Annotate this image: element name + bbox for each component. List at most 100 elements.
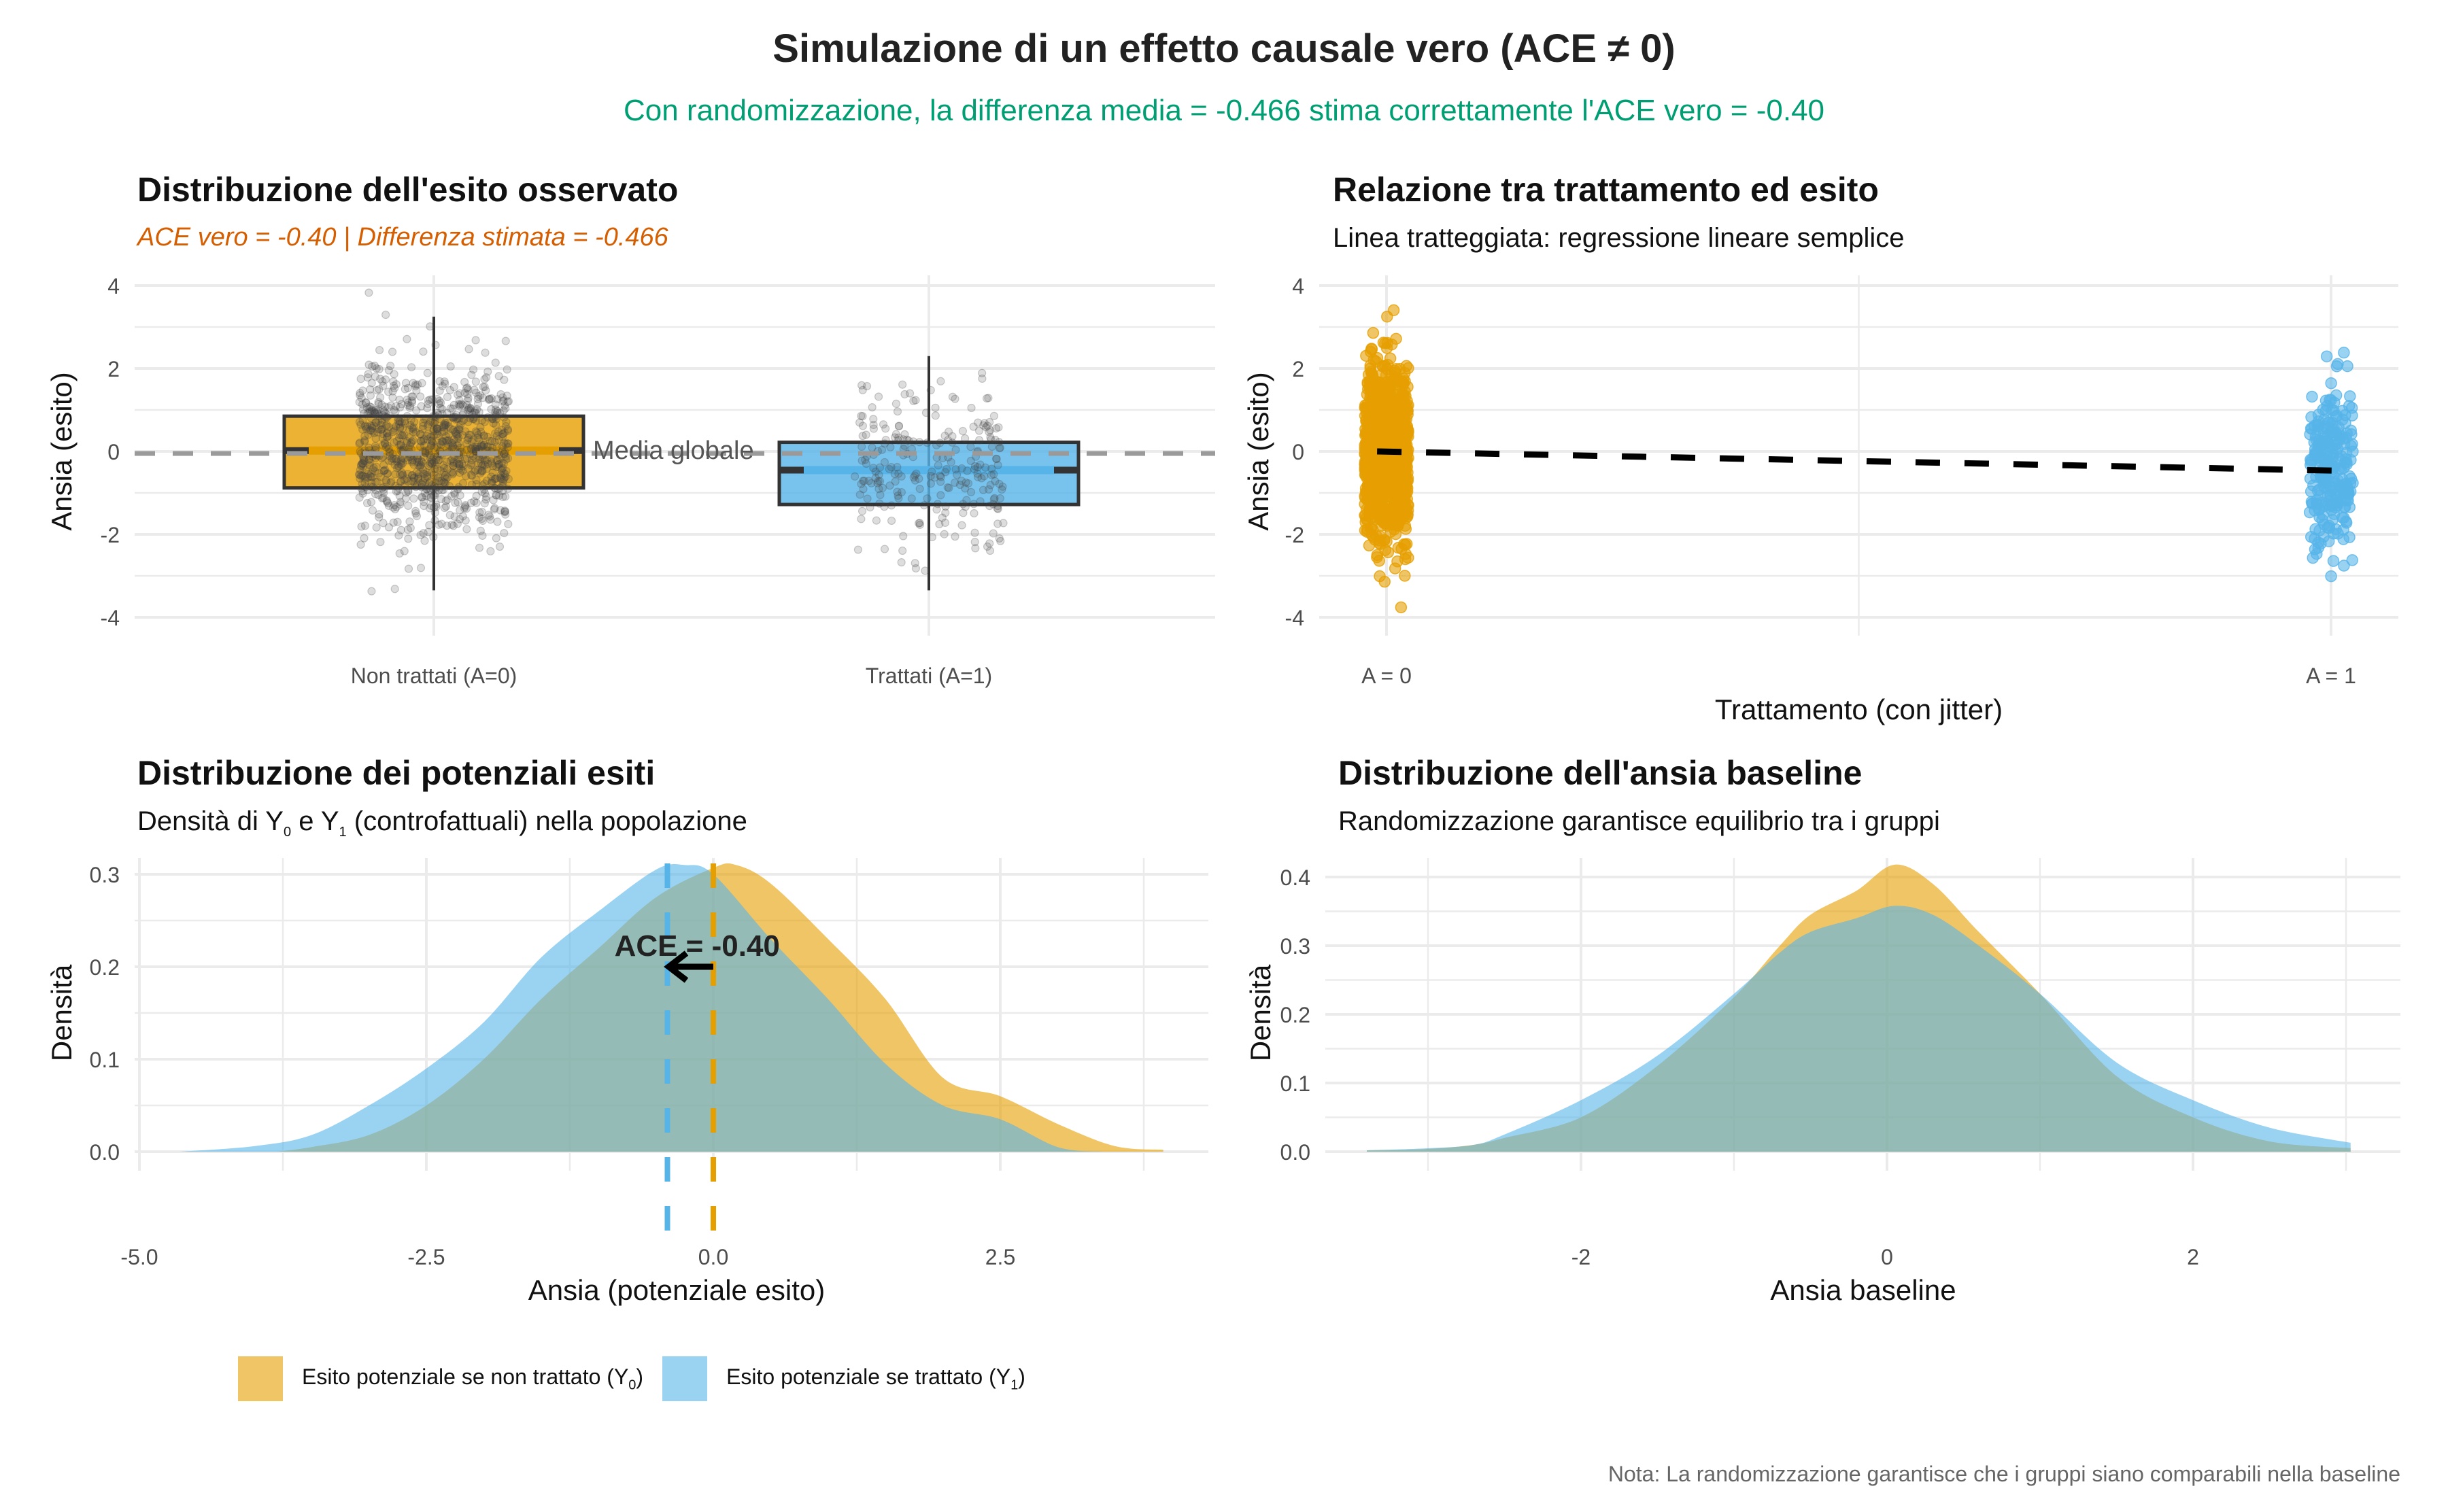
- data-point: [374, 490, 383, 500]
- data-point: [392, 502, 401, 511]
- data-point: [488, 477, 496, 485]
- data-point: [993, 519, 1002, 528]
- data-point: [473, 428, 481, 437]
- data-point: [990, 494, 999, 502]
- data-point: [880, 458, 889, 467]
- data-point: [432, 443, 441, 451]
- data-point: [463, 396, 473, 405]
- data-point: [375, 364, 384, 374]
- data-point: [361, 398, 370, 407]
- data-point: [1378, 419, 1391, 432]
- data-point: [395, 441, 404, 449]
- data-point: [449, 443, 458, 451]
- data-point: [396, 477, 405, 485]
- data-point: [986, 481, 995, 489]
- data-point: [360, 409, 369, 418]
- data-point: [969, 422, 978, 431]
- data-point: [377, 426, 386, 434]
- data-point: [477, 507, 486, 516]
- data-point: [432, 500, 441, 509]
- data-point: [446, 404, 455, 413]
- data-point: [396, 455, 405, 464]
- y-tick-label: 4: [1292, 274, 1304, 298]
- data-point: [868, 403, 877, 412]
- data-point: [2336, 511, 2349, 524]
- data-point: [439, 420, 449, 429]
- data-point: [875, 477, 885, 485]
- data-point: [386, 479, 395, 487]
- data-point: [414, 472, 423, 481]
- x-tick-label: 2.5: [985, 1245, 1015, 1269]
- data-point: [985, 546, 995, 555]
- data-point: [374, 399, 383, 409]
- data-point: [428, 485, 438, 494]
- data-point: [996, 536, 1005, 545]
- data-point: [862, 430, 870, 439]
- data-point: [496, 483, 505, 492]
- data-point: [400, 476, 409, 485]
- data-point: [433, 427, 442, 436]
- data-point: [464, 385, 473, 394]
- data-point: [877, 445, 887, 454]
- data-point: [464, 434, 473, 443]
- data-point: [876, 490, 885, 500]
- data-point: [430, 491, 439, 500]
- data-point: [480, 456, 490, 465]
- data-point: [866, 503, 874, 512]
- data-point: [501, 492, 510, 501]
- data-point: [428, 436, 437, 445]
- data-point: [396, 477, 405, 487]
- data-point: [493, 409, 502, 417]
- data-point: [428, 412, 438, 421]
- data-point: [1382, 546, 1395, 559]
- data-point: [368, 424, 377, 432]
- data-point: [424, 528, 432, 536]
- data-point: [440, 377, 449, 386]
- data-point: [404, 486, 413, 495]
- data-point: [361, 472, 370, 481]
- main-subtitle: Con randomizzazione, la differenza media…: [623, 94, 1825, 127]
- data-point: [400, 431, 409, 440]
- data-point: [365, 461, 374, 470]
- data-point: [484, 511, 493, 519]
- data-point: [471, 466, 480, 475]
- data-point: [467, 471, 477, 480]
- data-point: [375, 510, 384, 519]
- data-point: [369, 465, 377, 474]
- data-point: [428, 456, 437, 465]
- data-point: [476, 526, 485, 535]
- data-point: [395, 492, 404, 500]
- data-point: [957, 521, 966, 530]
- ace-annotation: ACE = -0.40: [615, 929, 780, 963]
- data-point: [1367, 511, 1380, 523]
- x-axis-label: Ansia (potenziale esito): [528, 1274, 826, 1306]
- data-point: [417, 483, 426, 492]
- data-point: [464, 345, 473, 354]
- density-area-y1: [180, 864, 1104, 1152]
- data-point: [374, 417, 383, 426]
- data-point: [374, 398, 383, 407]
- data-point: [462, 400, 471, 409]
- data-point: [948, 392, 957, 401]
- data-point: [443, 409, 452, 417]
- data-point: [869, 464, 878, 472]
- data-point: [367, 422, 376, 430]
- data-point: [864, 477, 873, 485]
- data-point: [493, 407, 502, 415]
- data-point: [426, 485, 435, 494]
- data-point: [458, 460, 466, 468]
- data-point: [450, 512, 459, 521]
- y-tick-label: 0.3: [1280, 934, 1310, 959]
- data-point: [357, 462, 366, 470]
- data-point: [358, 400, 367, 409]
- data-point: [963, 466, 972, 475]
- data-point: [491, 405, 500, 414]
- data-point: [369, 427, 377, 436]
- data-point: [482, 456, 491, 464]
- data-point: [981, 463, 990, 472]
- data-point: [951, 532, 959, 541]
- data-point: [381, 439, 390, 448]
- data-point: [911, 476, 920, 485]
- data-point: [430, 411, 440, 420]
- data-point: [460, 502, 469, 511]
